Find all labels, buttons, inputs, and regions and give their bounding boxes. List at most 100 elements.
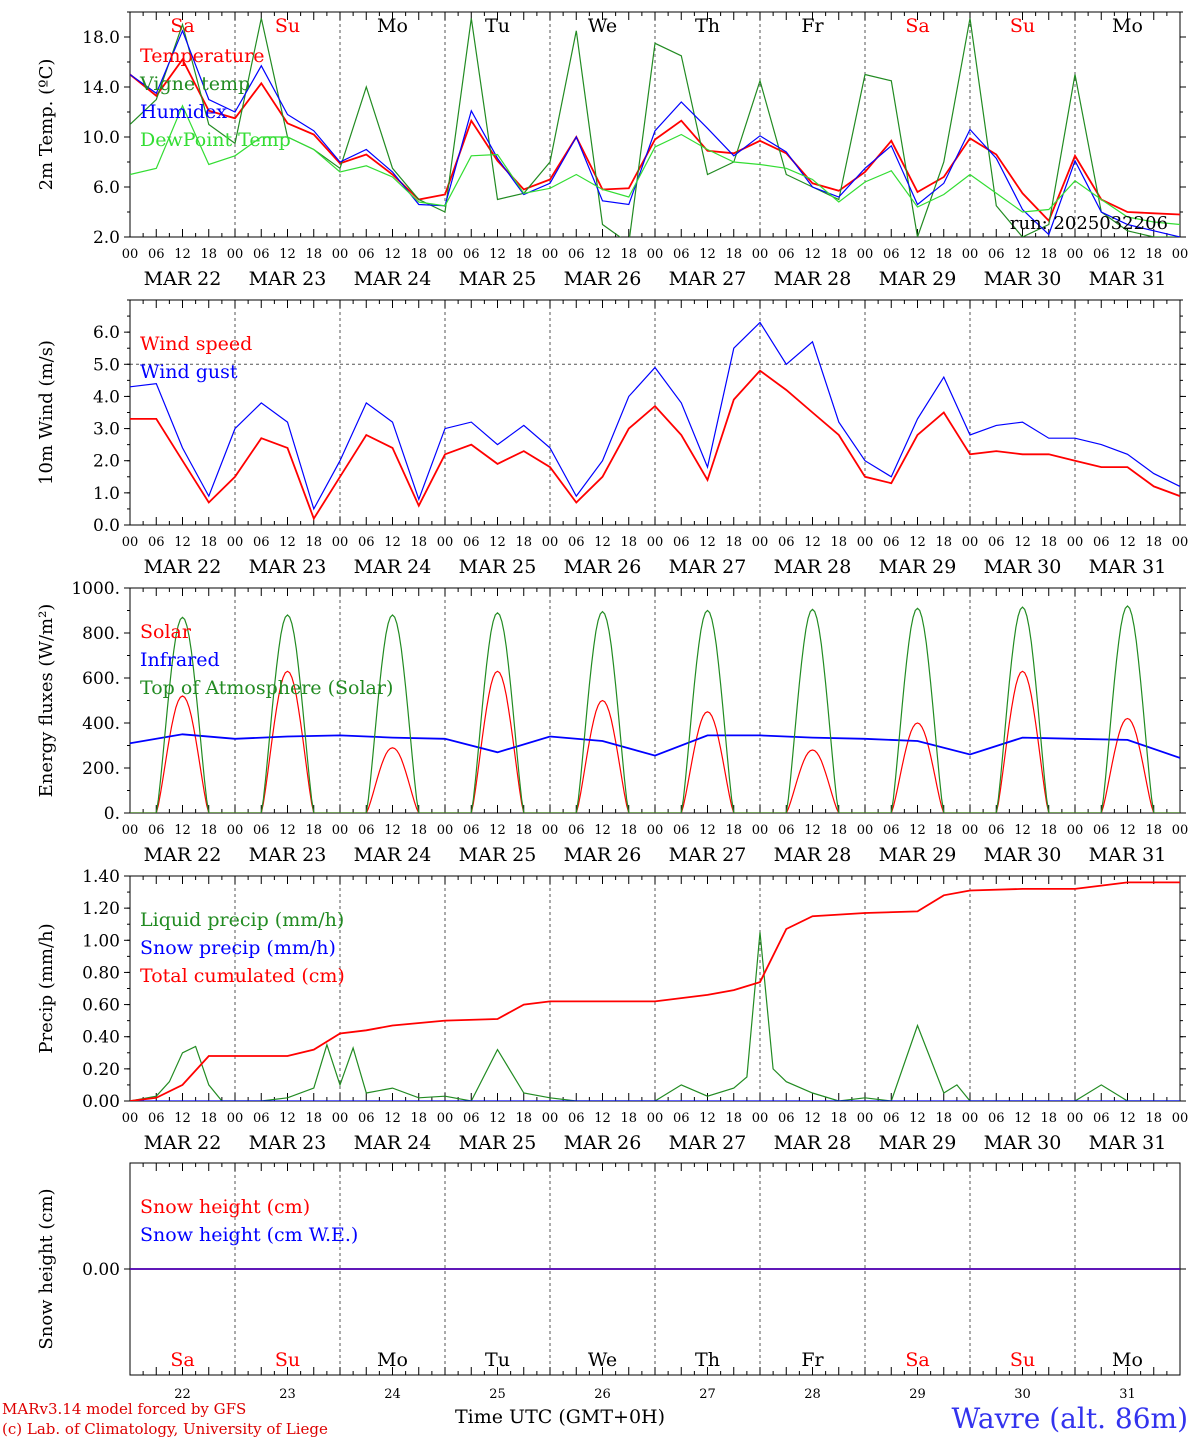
x-date-label: MAR 23: [249, 268, 327, 290]
x-hour-label: 00: [227, 1111, 244, 1126]
x-hour-label: 12: [1014, 247, 1031, 262]
x-hour-label: 18: [725, 247, 742, 262]
x-hour-label: 12: [384, 1111, 401, 1126]
y-tick-label: 1000.: [71, 579, 120, 599]
date-label: 27: [699, 1387, 716, 1402]
x-hour-label: 18: [725, 535, 742, 550]
day-label: We: [588, 15, 617, 37]
x-hour-label: 06: [988, 535, 1005, 550]
series-group: [130, 605, 1180, 813]
legend-entry: Vigne temp: [139, 73, 250, 95]
x-hour-label: 12: [594, 535, 611, 550]
x-hour-label: 18: [1040, 823, 1057, 838]
x-hour-label: 00: [332, 1111, 349, 1126]
x-hour-label: 06: [673, 535, 690, 550]
date-label: 29: [909, 1387, 926, 1402]
x-hour-label: 18: [1145, 247, 1162, 262]
x-hour-label: 00: [962, 535, 979, 550]
x-hour-label: 06: [358, 247, 375, 262]
date-label: 28: [804, 1387, 821, 1402]
x-hour-label: 12: [699, 1111, 716, 1126]
x-hour-label: 00: [437, 535, 454, 550]
x-hour-label: 00: [437, 247, 454, 262]
x-date-label: MAR 24: [354, 556, 432, 578]
x-hour-label: 12: [174, 1111, 191, 1126]
x-hour-label: 12: [699, 823, 716, 838]
x-hour-label: 00: [542, 1111, 559, 1126]
x-hour-label: 06: [358, 535, 375, 550]
x-hour-label: 12: [384, 823, 401, 838]
x-hour-label: 12: [174, 247, 191, 262]
x-hour-label: 12: [279, 247, 296, 262]
day-label: Su: [275, 1349, 300, 1371]
x-date-label: MAR 26: [564, 1132, 642, 1154]
x-hour-label: 12: [489, 1111, 506, 1126]
x-hour-label: 00: [437, 823, 454, 838]
run-annotation: run: 2025032206: [1010, 213, 1168, 234]
x-hour-label: 06: [673, 1111, 690, 1126]
x-hour-label: 12: [1119, 1111, 1136, 1126]
y-tick-label: 0.00: [82, 1260, 120, 1280]
x-hour-label: 18: [515, 1111, 532, 1126]
x-hour-label: 12: [279, 823, 296, 838]
x-date-label: MAR 23: [249, 556, 327, 578]
x-date-label: MAR 23: [249, 1132, 327, 1154]
y-axis-label: 2m Temp. (ºC): [36, 59, 57, 191]
day-label: Tu: [485, 1349, 510, 1371]
x-hour-label: 18: [620, 1111, 637, 1126]
panel-5: 0.00 Snow height (cm) Sa 22 Su 23 Mo 24 Tu 25 We 26…: [36, 1162, 1186, 1402]
x-hour-label: 18: [935, 1111, 952, 1126]
series-line: [130, 29, 1180, 237]
x-hour-label: 06: [148, 247, 165, 262]
x-hour-label: 06: [1093, 535, 1110, 550]
x-hour-label: 12: [174, 535, 191, 550]
y-tick-label: 18.0: [82, 28, 120, 48]
day-label: Th: [695, 15, 720, 37]
legend-entry: Wind speed: [140, 333, 252, 355]
x-hour-label: 06: [568, 535, 585, 550]
panel-1: 2.0 6.0 10.0 14.0 18.0 2m Temp. (ºC) 00 06 12 18 M…: [36, 11, 1188, 290]
day-label: Fr: [801, 1349, 824, 1371]
x-hour-label: 18: [935, 535, 952, 550]
x-hour-label: 18: [200, 823, 217, 838]
x-hour-label: 12: [804, 823, 821, 838]
x-hour-label: 06: [358, 823, 375, 838]
date-label: 26: [594, 1387, 611, 1402]
date-label: 25: [489, 1387, 506, 1402]
x-hour-label: 12: [1119, 823, 1136, 838]
x-hour-label: 06: [148, 535, 165, 550]
x-hour-label: 18: [410, 535, 427, 550]
x-hour-label: 00: [962, 823, 979, 838]
y-tick-label: 600.: [82, 669, 120, 689]
x-hour-label: 12: [594, 247, 611, 262]
x-hour-label: 06: [568, 823, 585, 838]
x-date-label: MAR 30: [984, 1132, 1062, 1154]
x-hour-label: 00: [857, 535, 874, 550]
x-hour-label: 06: [988, 823, 1005, 838]
x-hour-label: 12: [909, 535, 926, 550]
x-hour-label: 18: [1145, 1111, 1162, 1126]
x-hour-label: 18: [410, 823, 427, 838]
x-hour-label: 00: [647, 1111, 664, 1126]
x-hour-label: 12: [489, 823, 506, 838]
x-hour-label: 00: [227, 823, 244, 838]
y-tick-label: 0.00: [82, 1092, 120, 1112]
day-label: Su: [1010, 1349, 1035, 1371]
x-hour-label: 12: [279, 535, 296, 550]
x-hour-label: 18: [200, 247, 217, 262]
x-date-label: MAR 25: [459, 844, 537, 866]
x-hour-label: 06: [883, 247, 900, 262]
x-hour-label: 00: [647, 247, 664, 262]
day-label: We: [588, 1349, 617, 1371]
x-hour-label: 12: [384, 535, 401, 550]
x-hour-label: 06: [463, 823, 480, 838]
x-hour-label: 12: [1014, 823, 1031, 838]
x-date-label: MAR 29: [879, 268, 957, 290]
x-date-label: MAR 26: [564, 844, 642, 866]
x-date-label: MAR 26: [564, 556, 642, 578]
x-hour-label: 00: [332, 535, 349, 550]
x-hour-label: 12: [1119, 535, 1136, 550]
panel-frame: [129, 587, 1181, 814]
series-line: [130, 57, 1180, 223]
x-hour-label: 00: [752, 247, 769, 262]
